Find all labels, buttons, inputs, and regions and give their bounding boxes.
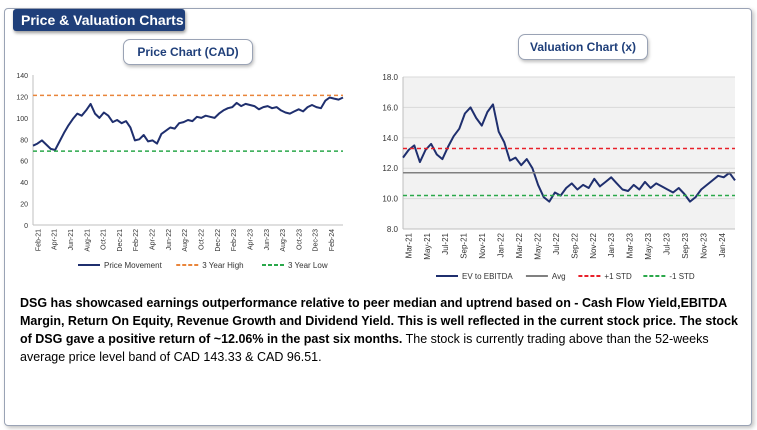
price-legend-3-year-low-label: 3 Year Low bbox=[288, 261, 328, 270]
price-x-tick-label: Apr-22 bbox=[150, 229, 157, 250]
price-x-tick-label: Aug-21 bbox=[84, 229, 91, 252]
valuation-x-tick-label: May-23 bbox=[644, 232, 653, 259]
section-header: Price & Valuation Charts bbox=[13, 9, 185, 31]
price-y-tick-label: 120 bbox=[16, 94, 28, 101]
price-x-tick-label: Jun-23 bbox=[264, 229, 271, 251]
price-x-tick-label: Feb-21 bbox=[35, 229, 42, 251]
price-y-tick-label: 0 bbox=[24, 223, 28, 230]
price-x-tick-label: Feb-24 bbox=[329, 229, 336, 251]
valuation-x-tick-label: Jan-22 bbox=[497, 232, 506, 257]
valuation-x-tick-label: Jul-21 bbox=[441, 232, 450, 254]
valuation-x-tick-label: Jul-22 bbox=[552, 232, 561, 254]
price-x-tick-label: Feb-22 bbox=[133, 229, 140, 251]
summary-normal-text: The stock is currently trading above tha… bbox=[20, 332, 709, 364]
summary-paragraph: DSG has showcased earnings outperformanc… bbox=[20, 294, 740, 366]
price-legend-3-year-high-label: 3 Year High bbox=[202, 261, 243, 270]
valuation-legend-1-std-label: -1 STD bbox=[669, 272, 695, 281]
price-x-tick-label: Oct-22 bbox=[199, 229, 206, 250]
valuation-legend-ev-to-ebitda-label: EV to EBITDA bbox=[462, 272, 513, 281]
valuation-chart-title: Valuation Chart (x) bbox=[518, 34, 648, 60]
price-chart: 0 20 40 60 80 100 120 140 Feb-21 Apr-21 Jun-21 Aug-… bbox=[16, 73, 344, 270]
price-series-price-movement bbox=[32, 96, 344, 151]
price-x-tick-label: Dec-23 bbox=[313, 229, 320, 252]
valuation-x-tick-label: Nov-23 bbox=[699, 232, 708, 258]
price-y-tick-label: 100 bbox=[16, 116, 28, 123]
valuation-x-tick-label: Jul-23 bbox=[663, 232, 672, 254]
valuation-x-tick-label: Sep-23 bbox=[681, 232, 690, 258]
valuation-x-tick-label: May-21 bbox=[423, 232, 432, 259]
valuation-x-tick-label: Jan-23 bbox=[607, 232, 616, 257]
valuation-y-tick-label: 12.0 bbox=[382, 164, 398, 173]
valuation-x-tick-label: Jan-24 bbox=[718, 232, 727, 257]
valuation-plot-area bbox=[403, 77, 735, 229]
price-x-tick-label: Dec-21 bbox=[117, 229, 124, 252]
valuation-y-tick-label: 10.0 bbox=[382, 195, 398, 204]
valuation-x-tick-label: Mar-22 bbox=[515, 232, 524, 258]
valuation-x-tick-label: Nov-21 bbox=[478, 232, 487, 258]
price-x-tick-label: Oct-23 bbox=[296, 229, 303, 250]
price-x-tick-label: Feb-23 bbox=[231, 229, 238, 251]
summary-bold-text: DSG has showcased earnings outperformanc… bbox=[20, 296, 738, 346]
price-legend-price-movement-label: Price Movement bbox=[104, 261, 163, 270]
valuation-x-tick-label: Mar-21 bbox=[404, 232, 413, 258]
price-y-tick-label: 80 bbox=[20, 137, 28, 144]
price-x-tick-label: Apr-21 bbox=[52, 229, 59, 250]
price-y-tick-label: 140 bbox=[16, 73, 28, 80]
valuation-x-tick-label: May-22 bbox=[533, 232, 542, 259]
price-y-tick-label: 20 bbox=[20, 202, 28, 209]
valuation-legend-avg-label: Avg bbox=[552, 272, 566, 281]
valuation-x-tick-label: Mar-23 bbox=[626, 232, 635, 258]
price-y-tick-label: 40 bbox=[20, 180, 28, 187]
valuation-y-tick-label: 16.0 bbox=[382, 103, 398, 112]
valuation-x-tick-label: Sep-22 bbox=[570, 232, 579, 258]
valuation-y-tick-label: 14.0 bbox=[382, 134, 398, 143]
price-x-tick-label: Oct-21 bbox=[101, 229, 108, 250]
valuation-legend-1-std-label: +1 STD bbox=[604, 272, 632, 281]
price-x-tick-label: Dec-22 bbox=[215, 229, 222, 252]
price-x-tick-label: Jun-22 bbox=[166, 229, 173, 251]
valuation-x-tick-label: Sep-21 bbox=[460, 232, 469, 258]
price-x-tick-label: Apr-23 bbox=[247, 229, 254, 250]
price-x-tick-label: Aug-23 bbox=[280, 229, 287, 252]
price-x-tick-label: Jun-21 bbox=[68, 229, 75, 251]
valuation-chart: 8.0 10.0 12.0 14.0 16.0 18.0 Mar-21 May-21 Jul-2… bbox=[382, 73, 736, 281]
price-x-tick-label: Aug-22 bbox=[182, 229, 189, 252]
valuation-y-tick-label: 8.0 bbox=[387, 225, 399, 234]
price-chart-title: Price Chart (CAD) bbox=[123, 39, 253, 65]
valuation-series-ev-to-ebitda bbox=[402, 103, 736, 203]
valuation-x-tick-label: Nov-22 bbox=[589, 232, 598, 258]
valuation-y-tick-label: 18.0 bbox=[382, 73, 398, 82]
price-y-tick-label: 60 bbox=[20, 159, 28, 166]
